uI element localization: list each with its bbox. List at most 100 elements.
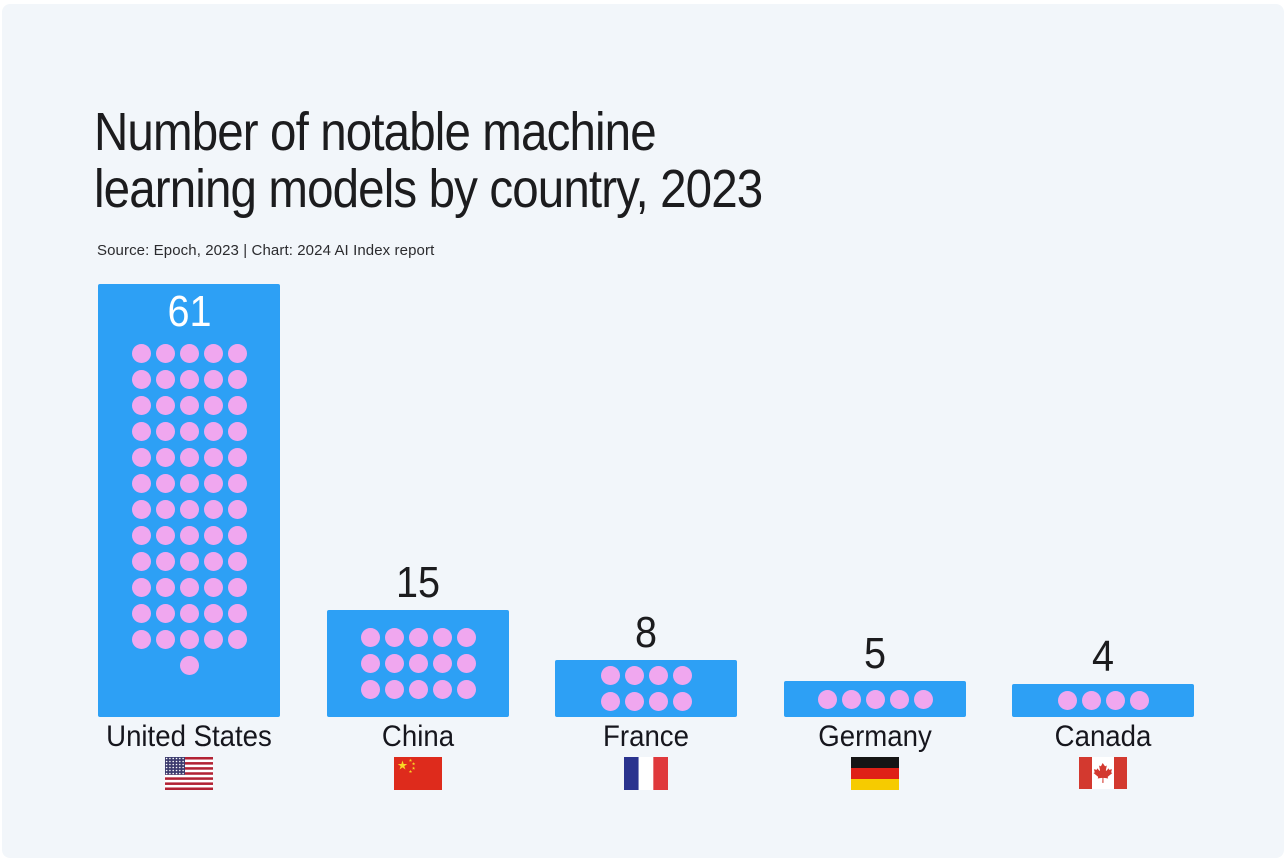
model-dot	[155, 630, 175, 649]
model-dot	[155, 526, 175, 545]
model-dot	[179, 526, 199, 545]
model-dot	[203, 630, 223, 649]
model-dot	[131, 500, 151, 519]
model-dot	[227, 578, 247, 597]
model-dot	[155, 578, 175, 597]
model-dot	[131, 396, 151, 415]
model-dot	[203, 448, 223, 467]
model-dot	[155, 422, 175, 441]
model-dot	[600, 692, 620, 711]
model-dot	[155, 448, 175, 467]
model-dot	[203, 552, 223, 571]
chart-title: Number of notable machine learning model…	[94, 102, 763, 218]
model-dot	[817, 689, 837, 709]
model-dot	[600, 666, 620, 685]
flag-united-states-icon	[98, 757, 280, 790]
value-label-china: 15	[395, 558, 441, 607]
category-label-france: France	[603, 720, 689, 753]
model-dot	[227, 604, 247, 623]
model-dot	[865, 689, 885, 709]
model-dot	[1105, 691, 1125, 710]
chart-title-line1: Number of notable machine	[94, 102, 657, 162]
model-dot	[155, 552, 175, 571]
flag-canada-icon	[1012, 757, 1194, 789]
model-dot	[131, 344, 151, 363]
model-dot	[179, 422, 199, 441]
model-dot	[432, 680, 452, 699]
model-dot	[1057, 691, 1077, 710]
bar-germany	[784, 681, 966, 717]
model-dot	[227, 396, 247, 415]
model-dot	[360, 654, 380, 673]
bar-united-states: 61	[98, 284, 280, 717]
model-dot	[131, 604, 151, 623]
model-dot	[408, 628, 428, 647]
model-dot	[672, 692, 692, 711]
model-dot	[227, 370, 247, 389]
model-dot	[179, 552, 199, 571]
model-dot	[179, 370, 199, 389]
model-dot	[131, 526, 151, 545]
value-label-france: 8	[634, 608, 658, 657]
source-caption: Source: Epoch, 2023 | Chart: 2024 AI Ind…	[97, 242, 435, 259]
model-dot	[179, 396, 199, 415]
model-dot	[648, 666, 668, 685]
model-dot	[203, 474, 223, 493]
model-dot	[179, 344, 199, 363]
model-dot	[203, 578, 223, 597]
model-dot	[155, 370, 175, 389]
model-dot	[227, 630, 247, 649]
model-dot	[227, 552, 247, 571]
model-dot	[227, 526, 247, 545]
model-dot	[179, 448, 199, 467]
model-dot	[131, 630, 151, 649]
model-dot	[179, 604, 199, 623]
plot-area: 61 United States 15 China 8 France 5 Germany 4 Ca…	[2, 4, 1286, 863]
model-dot	[227, 422, 247, 441]
model-dot	[1081, 691, 1101, 710]
model-dot	[889, 689, 909, 709]
model-dot	[203, 604, 223, 623]
model-dot	[131, 448, 151, 467]
dot-grid-france	[600, 666, 692, 711]
model-dot	[203, 422, 223, 441]
model-dot	[384, 628, 404, 647]
model-dot	[203, 344, 223, 363]
chart-card: Number of notable machine learning model…	[2, 4, 1284, 858]
model-dot	[672, 666, 692, 685]
category-label-china: China	[381, 720, 455, 753]
dot-grid-canada	[1057, 691, 1149, 710]
model-dot	[408, 680, 428, 699]
model-dot	[179, 578, 199, 597]
model-dot	[131, 552, 151, 571]
value-label-canada: 4	[1091, 632, 1115, 681]
flag-china-icon	[327, 757, 509, 790]
model-dot	[131, 370, 151, 389]
category-label-germany: Germany	[818, 720, 932, 753]
model-dot	[841, 689, 861, 709]
value-label-germany: 5	[863, 629, 887, 678]
model-dot	[408, 654, 428, 673]
model-dot	[155, 474, 175, 493]
category-label-united-states: United States	[106, 720, 272, 753]
model-dot	[624, 666, 644, 685]
dot-grid-germany	[817, 689, 933, 709]
model-dot	[384, 654, 404, 673]
model-dot	[456, 654, 476, 673]
model-dot	[179, 474, 199, 493]
model-dot	[155, 396, 175, 415]
model-dot	[131, 422, 151, 441]
model-dot	[203, 370, 223, 389]
dot-grid-china	[360, 628, 476, 699]
model-dot	[203, 500, 223, 519]
bar-france	[555, 660, 737, 717]
bar-china	[327, 610, 509, 717]
value-label-united-states: 61	[166, 287, 212, 336]
model-dot	[155, 604, 175, 623]
category-label-canada: Canada	[1054, 720, 1152, 753]
model-dot	[155, 344, 175, 363]
model-dot	[227, 344, 247, 363]
model-dot	[155, 500, 175, 519]
model-dot	[360, 628, 380, 647]
